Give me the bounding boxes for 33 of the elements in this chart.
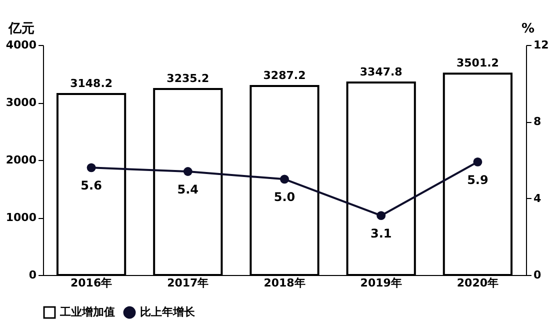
- x-tick-label: 2018年: [264, 276, 306, 290]
- y2-axis-title: %: [522, 22, 535, 36]
- y-tick-label: 4000: [6, 38, 37, 52]
- y2-tick-label: 12: [534, 38, 549, 52]
- data-label: 5.6: [80, 178, 102, 193]
- y-tick-label: 3000: [6, 96, 37, 109]
- data-label: 3347.8: [360, 66, 402, 78]
- y-tick-label: 1000: [6, 211, 37, 224]
- y-axis-title: 亿元: [8, 22, 34, 36]
- data-label: 3501.2: [456, 56, 499, 70]
- y2-tick-label: 8: [534, 115, 542, 128]
- point: [280, 174, 289, 184]
- point: [376, 211, 386, 220]
- x-tick-label: 2019年: [360, 276, 402, 290]
- point: [473, 157, 482, 166]
- legend-label: 比上年增长: [140, 306, 196, 318]
- y2-tick-label: 0: [534, 268, 542, 282]
- y-tick-label: 2000: [6, 154, 37, 166]
- data-label: 3.1: [370, 226, 392, 241]
- data-label: 5.9: [467, 172, 488, 187]
- y-tick-label: 0: [28, 268, 37, 282]
- point: [183, 167, 192, 176]
- x-tick-label: 2016年: [70, 276, 112, 290]
- x-tick-label: 2020年: [456, 276, 499, 290]
- data-label: 3287.2: [263, 68, 306, 82]
- x-tick-label: 2017年: [167, 276, 209, 290]
- y2-tick-label: 4: [534, 192, 542, 205]
- data-label: 5.4: [177, 182, 199, 196]
- legend-label: 工业增加值: [59, 306, 115, 318]
- data-label: 3235.2: [166, 72, 210, 85]
- data-label: 3148.2: [70, 76, 113, 90]
- point: [86, 163, 96, 172]
- data-label: 5.0: [274, 190, 296, 204]
